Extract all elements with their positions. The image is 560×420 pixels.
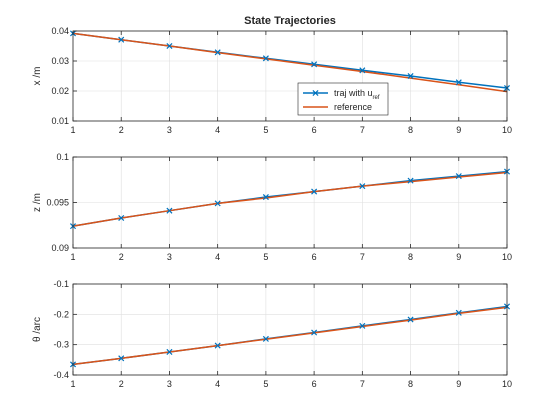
data-point-marker [118, 214, 125, 221]
x-tick-label: 3 [167, 252, 172, 262]
data-point-marker [166, 207, 173, 214]
x-tick-label: 2 [119, 125, 124, 135]
x-tick-label: 5 [263, 379, 268, 389]
x-tick-label: 3 [167, 125, 172, 135]
y-tick-label: 0.095 [46, 198, 69, 208]
y-tick-label: 0.01 [51, 116, 69, 126]
legend-box [297, 82, 389, 116]
axes-box [72, 283, 508, 376]
y-tick-label: 0.03 [51, 56, 69, 66]
x-tick-label: 2 [119, 252, 124, 262]
data-point-marker [262, 194, 269, 201]
x-tick-label: 1 [70, 125, 75, 135]
x-tick-label: 10 [502, 379, 512, 389]
data-point-marker [311, 329, 318, 336]
x-tick-label: 7 [360, 379, 365, 389]
y-tick-label: -0.2 [53, 309, 69, 319]
data-point-marker [407, 177, 414, 184]
data-point-marker [214, 49, 221, 56]
subplot-1: 1 2 3 4 5 6 7 8 9 10 0.01 0.02 0.03 0.04 x /m traj with… [32, 26, 512, 135]
data-point-marker [311, 188, 318, 195]
plot-area [73, 284, 507, 375]
data-point-marker [407, 72, 414, 80]
y-axis-label: z /m [32, 193, 43, 212]
data-point-marker [455, 79, 462, 86]
y-tick-label: -0.3 [53, 340, 69, 350]
data-point-marker [118, 36, 125, 43]
x-tick-label: 8 [408, 379, 413, 389]
x-tick-label: 7 [360, 125, 365, 135]
data-point-marker [455, 173, 462, 180]
data-point-marker [214, 200, 221, 207]
subplot-3: 1 2 3 4 5 6 7 8 9 10 -0.4 -0.3 -0.2 -0.1 θ /arc [32, 279, 512, 389]
x-tick-label: 4 [215, 379, 220, 389]
plot-area [73, 31, 507, 121]
y-tick-label: 0.1 [56, 152, 69, 162]
x-tick-label: 3 [167, 379, 172, 389]
x-tick-label: 10 [502, 125, 512, 135]
axes-box [72, 30, 508, 122]
x-tick-label: 1 [70, 252, 75, 262]
y-tick-label: -0.1 [53, 279, 69, 289]
x-tick-label: 10 [502, 252, 512, 262]
x-tick-label: 8 [408, 125, 413, 135]
y-tick-label: 0.09 [51, 243, 69, 253]
y-tick-label: 0.04 [51, 26, 69, 36]
data-point-marker [166, 348, 173, 355]
y-tick-label: 0.02 [51, 86, 69, 96]
x-tick-label: 2 [119, 379, 124, 389]
series-reference-line [72, 32, 508, 93]
data-point-marker [359, 183, 366, 190]
data-point-marker [407, 316, 414, 323]
y-axis-label: x /m [32, 67, 43, 86]
y-axis-label: θ /arc [32, 317, 43, 342]
data-point-marker [118, 355, 125, 362]
legend-label-traj-main: traj with u [334, 88, 373, 98]
x-tick-label: 4 [215, 252, 220, 262]
x-tick-label: 6 [312, 252, 317, 262]
x-tick-label: 6 [312, 379, 317, 389]
x-tick-label: 5 [263, 252, 268, 262]
legend-label-traj: traj with uref [334, 88, 380, 101]
legend-label-traj-subscript: ref [373, 95, 380, 101]
subplot-2: 1 2 3 4 5 6 7 8 9 10 0.09 0.095 0.1 z /m [32, 152, 512, 262]
figure-title: State Trajectories [244, 15, 336, 27]
x-tick-label: 9 [456, 125, 461, 135]
data-point-marker [311, 61, 318, 68]
data-point-marker [359, 322, 366, 329]
y-tick-label: -0.4 [53, 370, 69, 380]
data-point-marker [262, 335, 269, 342]
series-reference-line [72, 171, 508, 227]
x-tick-label: 8 [408, 252, 413, 262]
series-reference-line [72, 306, 508, 366]
data-point-marker [166, 42, 173, 50]
data-point-marker [455, 309, 462, 316]
data-point-marker [214, 342, 221, 349]
data-point-marker [359, 67, 366, 74]
x-tick-label: 1 [70, 379, 75, 389]
x-tick-label: 9 [456, 252, 461, 262]
x-tick-label: 9 [456, 379, 461, 389]
x-tick-label: 4 [215, 125, 220, 135]
x-tick-label: 5 [263, 125, 268, 135]
data-point-marker [262, 55, 269, 62]
legend-marker [312, 89, 319, 97]
x-tick-label: 6 [312, 125, 317, 135]
x-tick-label: 7 [360, 252, 365, 262]
legend-label-reference: reference [334, 102, 372, 112]
